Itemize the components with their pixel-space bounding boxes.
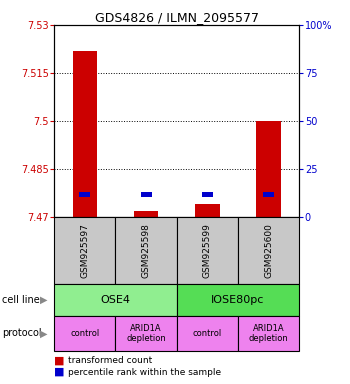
Text: ▶: ▶: [40, 295, 48, 305]
Text: percentile rank within the sample: percentile rank within the sample: [68, 367, 221, 377]
Text: ▶: ▶: [40, 328, 48, 338]
Text: ARID1A
depletion: ARID1A depletion: [249, 324, 288, 343]
Title: GDS4826 / ILMN_2095577: GDS4826 / ILMN_2095577: [95, 11, 259, 24]
Bar: [263, 192, 274, 197]
Bar: [195, 204, 220, 217]
Text: GSM925598: GSM925598: [142, 223, 150, 278]
Text: GSM925599: GSM925599: [203, 223, 212, 278]
Text: control: control: [193, 329, 222, 338]
Text: ■: ■: [54, 367, 65, 377]
Text: IOSE80pc: IOSE80pc: [211, 295, 265, 305]
Text: OSE4: OSE4: [100, 295, 131, 305]
Text: GSM925597: GSM925597: [80, 223, 89, 278]
Bar: [134, 210, 158, 217]
Text: transformed count: transformed count: [68, 356, 153, 365]
Bar: [202, 192, 213, 197]
Bar: [79, 192, 90, 197]
Text: ARID1A
depletion: ARID1A depletion: [126, 324, 166, 343]
Text: cell line: cell line: [2, 295, 40, 305]
Text: control: control: [70, 329, 99, 338]
Text: GSM925600: GSM925600: [264, 223, 273, 278]
Bar: [141, 192, 152, 197]
Text: protocol: protocol: [2, 328, 41, 338]
Bar: [73, 51, 97, 217]
Bar: [256, 121, 281, 217]
Text: ■: ■: [54, 356, 65, 366]
